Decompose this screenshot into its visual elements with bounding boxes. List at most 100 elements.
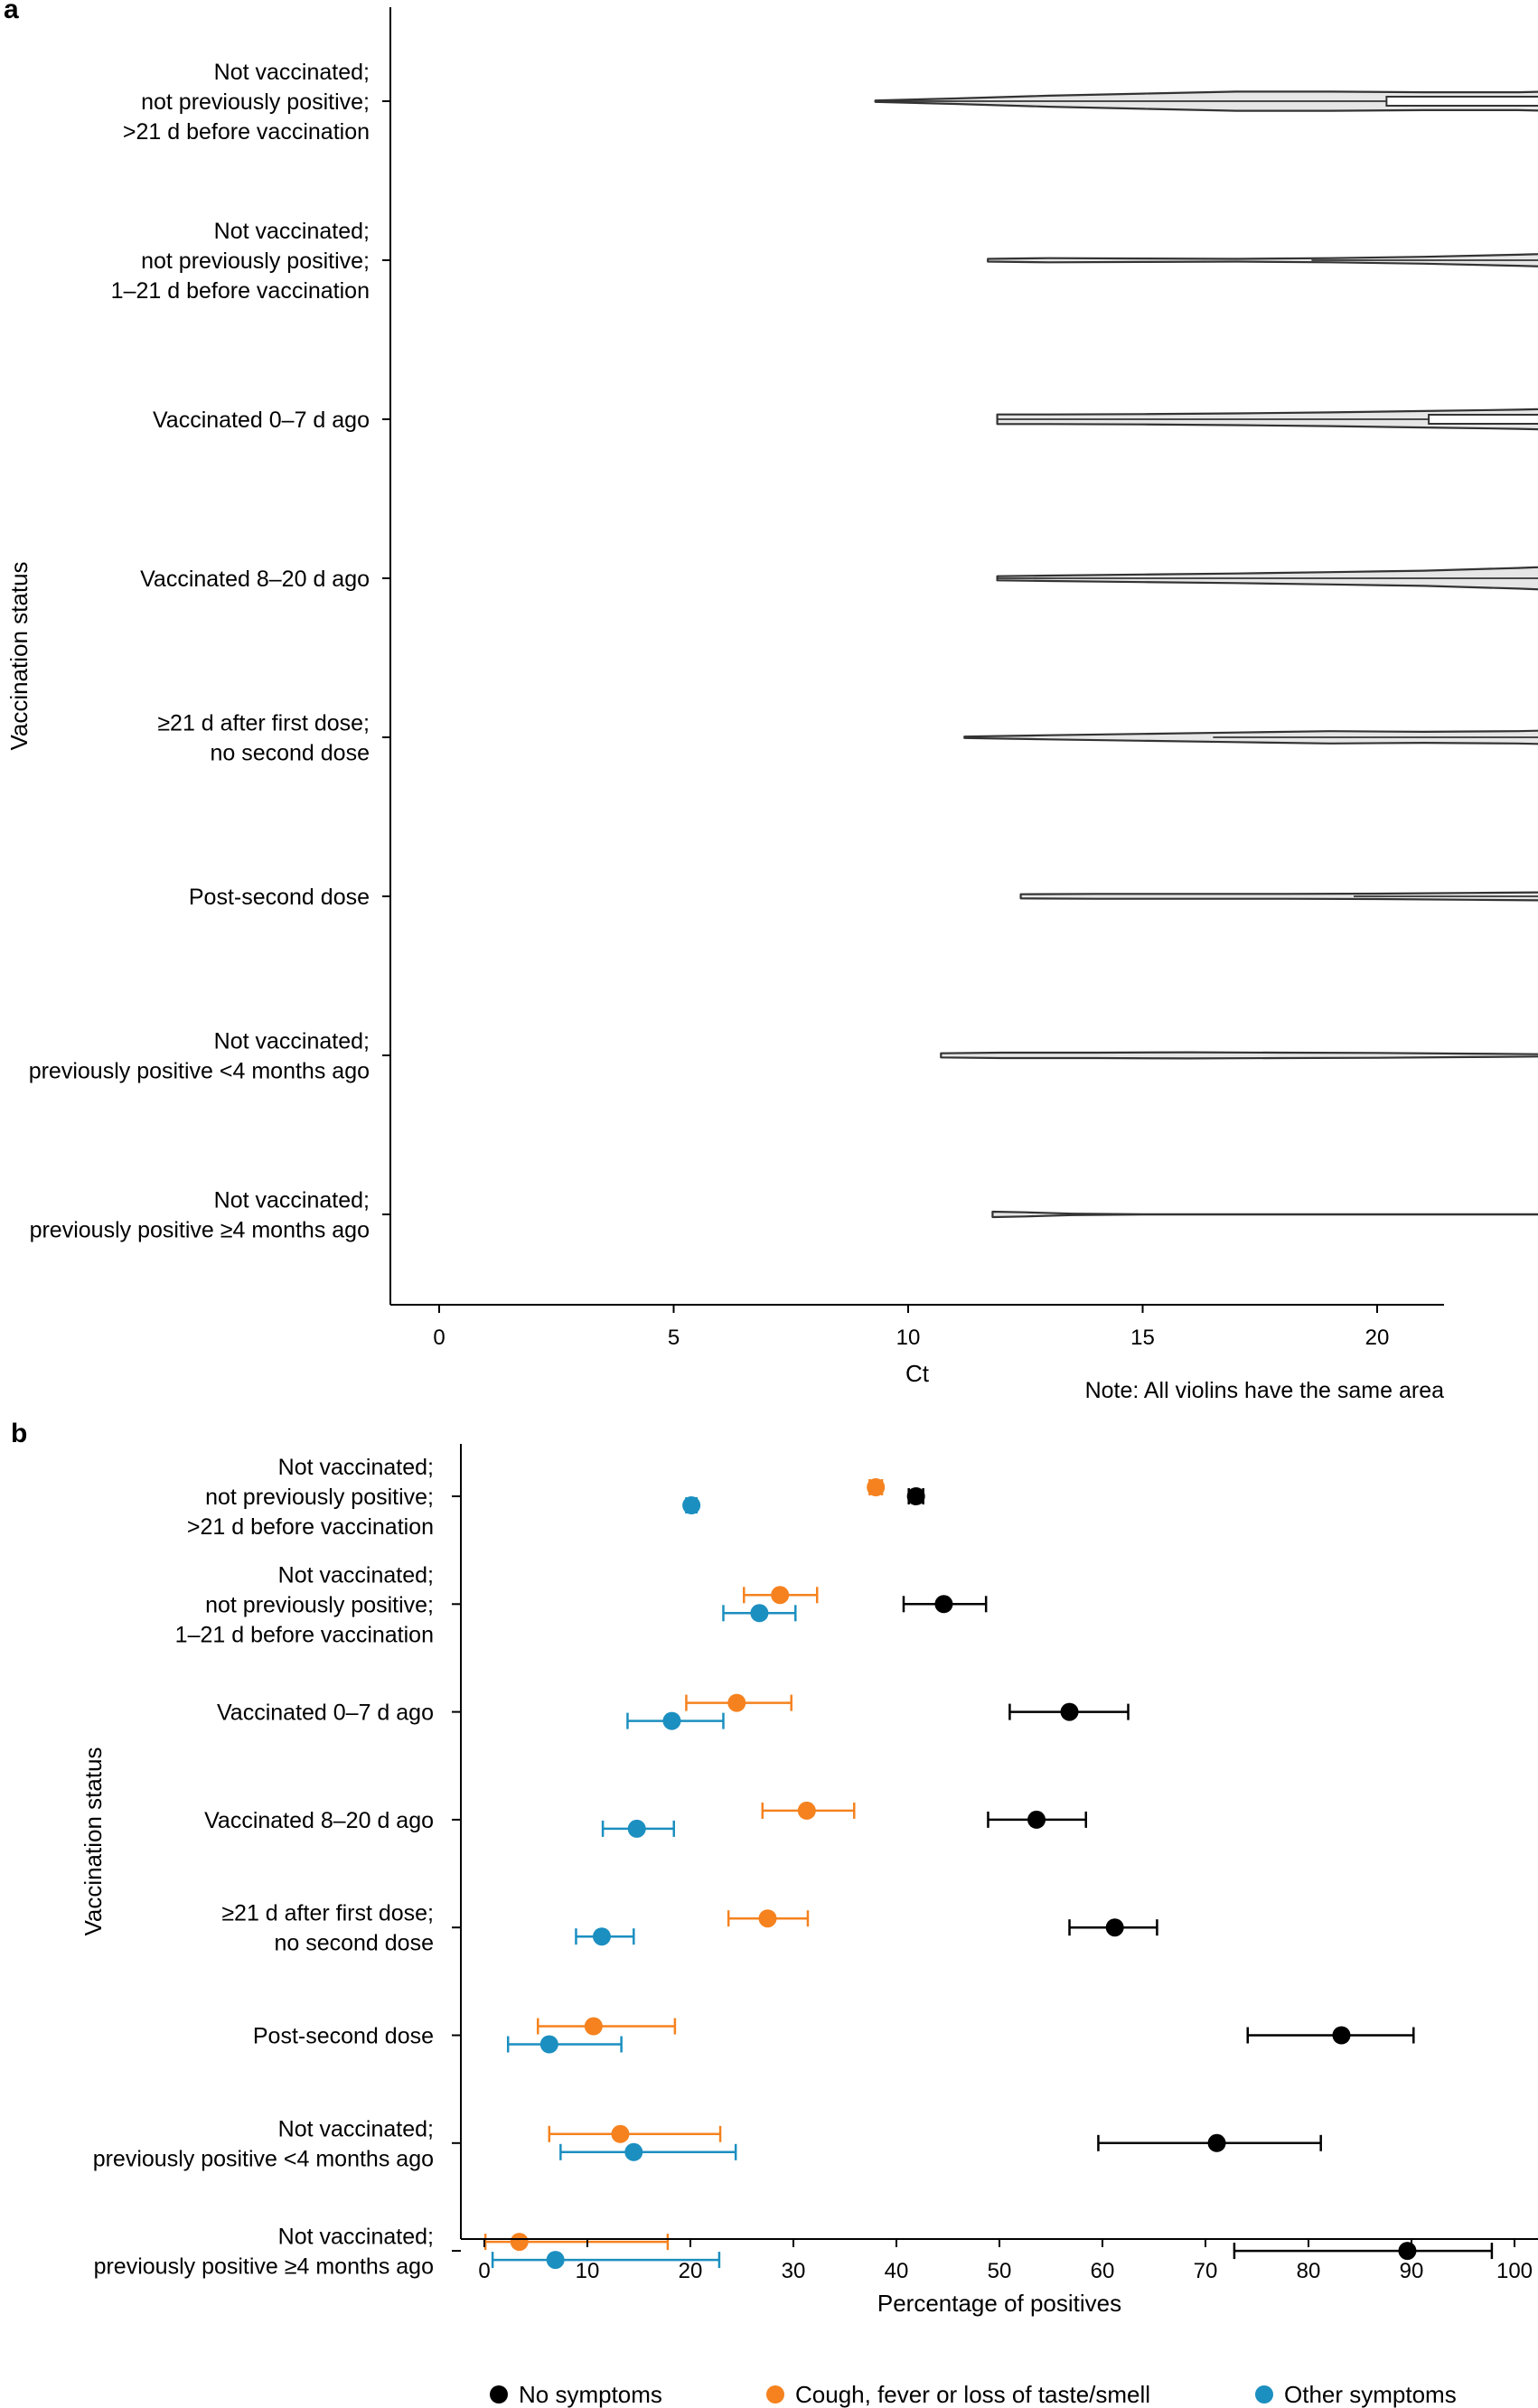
panel-b-label: b <box>11 1419 27 1448</box>
category-label-line: Not vaccinated; <box>214 1188 370 1213</box>
category-label-line: 1–21 d before vaccination <box>111 278 370 304</box>
data-point-marker <box>1105 1918 1124 1937</box>
panel-b-x-ticks: 0 10 20 30 40 50 60 70 80 90 100 <box>478 2239 1533 2283</box>
category-label-line: 1–21 d before vaccination <box>175 1622 434 1647</box>
data-point-marker <box>662 1711 681 1730</box>
data-point-other-symptoms <box>559 2142 737 2161</box>
data-point-marker <box>584 2017 603 2036</box>
category-label-line: ≥21 d after first dose; <box>221 1901 434 1926</box>
data-point-no-symptoms <box>1008 1702 1130 1721</box>
panel-a-y-label: Vaccination status <box>5 561 33 750</box>
category-label-line: no second dose <box>274 1931 434 1956</box>
x-tick-label: 20 <box>679 2259 703 2283</box>
panel-a-x-ticks: 0510152025303540 <box>433 1305 1389 1350</box>
category-label-line: previously positive ≥4 months ago <box>94 2254 434 2280</box>
data-point-marker <box>624 2142 643 2161</box>
data-point-marker <box>771 1586 790 1605</box>
data-point-no-symptoms <box>1097 2133 1322 2152</box>
data-point-marker <box>510 2233 529 2252</box>
data-point-no-symptoms <box>987 1810 1088 1829</box>
data-point-marker <box>611 2124 630 2143</box>
category-label-line: no second dose <box>210 741 370 766</box>
category-label-line: not previously positive; <box>205 1485 434 1510</box>
data-point-cough-fever-or-loss-of-taste-smell <box>685 1693 792 1712</box>
data-point-cough-fever-or-loss-of-taste-smell <box>548 2124 722 2143</box>
data-point-marker <box>1060 1702 1079 1721</box>
category-label-line: previously positive <4 months ago <box>29 1059 370 1084</box>
data-point-marker <box>727 1693 746 1712</box>
data-point-cough-fever-or-loss-of-taste-smell <box>483 2233 670 2252</box>
data-point-no-symptoms <box>902 1595 988 1614</box>
violin-plot <box>874 90 1538 1219</box>
category-label-line: ≥21 d after first dose; <box>157 711 370 736</box>
data-point-marker <box>1332 2026 1351 2045</box>
data-point-marker <box>592 1927 611 1946</box>
category-label-line: Vaccinated 8–20 d ago <box>204 1808 434 1833</box>
category-label-line: Not vaccinated; <box>214 219 370 244</box>
x-tick-label: 15 <box>1130 1326 1155 1350</box>
category-label-line: Vaccinated 0–7 d ago <box>217 1701 434 1726</box>
data-point-marker <box>627 1819 646 1838</box>
data-point-marker <box>906 1487 925 1505</box>
legend-marker <box>490 2385 508 2403</box>
violin-shape <box>987 253 1538 267</box>
panel-b-x-label: Percentage of positives <box>877 2290 1121 2317</box>
category-label-line: not previously positive; <box>141 89 370 115</box>
panel-a-y-ticks: Not vaccinated; not previously positive; >… <box>29 60 390 1243</box>
x-tick-label: 0 <box>478 2259 490 2283</box>
category-label-line: Vaccinated 8–20 d ago <box>140 567 370 592</box>
x-tick-label: 10 <box>896 1326 921 1350</box>
x-tick-label: 100 <box>1496 2259 1533 2283</box>
category-label-line: >21 d before vaccination <box>123 119 370 145</box>
data-point-marker <box>539 2035 558 2054</box>
data-point-cough-fever-or-loss-of-taste-smell <box>537 2017 677 2036</box>
category-label-line: not previously positive; <box>205 1592 434 1617</box>
data-point-other-symptoms <box>506 2035 623 2054</box>
x-tick-label: 50 <box>988 2259 1012 2283</box>
data-point-marker <box>1027 1810 1046 1829</box>
category-label-line: Post-second dose <box>189 885 370 910</box>
x-tick-label: 5 <box>668 1326 680 1350</box>
data-point-marker <box>797 1801 816 1820</box>
data-point-marker <box>934 1595 953 1614</box>
violin-iqr-box <box>1428 414 1538 425</box>
data-point-other-symptoms <box>575 1927 635 1946</box>
data-point-no-symptoms <box>906 1487 925 1505</box>
data-point-no-symptoms <box>1246 2026 1415 2045</box>
legend-label: Cough, fever or loss of taste/smell <box>795 2381 1150 2408</box>
x-tick-label: 60 <box>1091 2259 1115 2283</box>
data-point-marker <box>682 1496 701 1514</box>
x-tick-label: 70 <box>1194 2259 1218 2283</box>
data-point-marker <box>750 1604 769 1623</box>
data-point-other-symptoms <box>682 1496 701 1514</box>
category-label-line: Post-second dose <box>253 2024 434 2049</box>
violin-shape <box>991 1210 1538 1219</box>
data-point-other-symptoms <box>722 1604 797 1623</box>
violin-shape <box>940 1051 1538 1060</box>
data-point-marker <box>867 1478 886 1496</box>
legend: No symptoms Cough, fever or loss of taste… <box>490 2381 1457 2408</box>
panel-a-label: a <box>4 0 19 24</box>
data-point-other-symptoms <box>601 1819 676 1838</box>
category-label-line: not previously positive; <box>141 248 370 274</box>
data-point-cough-fever-or-loss-of-taste-smell <box>761 1801 856 1820</box>
legend-label: No symptoms <box>519 2381 662 2408</box>
data-point-other-symptoms <box>626 1711 725 1730</box>
data-point-marker <box>546 2251 565 2270</box>
data-point-cough-fever-or-loss-of-taste-smell <box>867 1478 886 1496</box>
violin-shape <box>1019 891 1538 902</box>
category-label-line: previously positive ≥4 months ago <box>30 1218 370 1243</box>
x-tick-label: 90 <box>1400 2259 1424 2283</box>
category-label-line: Not vaccinated; <box>278 1455 434 1480</box>
x-tick-label: 10 <box>576 2259 600 2283</box>
violin-area-note: Note: All violins have the same area <box>1085 1378 1445 1403</box>
category-label-line: Not vaccinated; <box>278 1562 434 1588</box>
data-point-marker <box>1398 2242 1417 2261</box>
violin-iqr-box <box>1385 96 1538 107</box>
category-label-line: Not vaccinated; <box>214 60 370 85</box>
category-label-line: >21 d before vaccination <box>187 1514 434 1540</box>
category-label-line: Not vaccinated; <box>278 2116 434 2141</box>
data-point-no-symptoms <box>1233 2242 1494 2261</box>
x-tick-label: 80 <box>1297 2259 1321 2283</box>
legend-marker <box>766 2385 784 2403</box>
